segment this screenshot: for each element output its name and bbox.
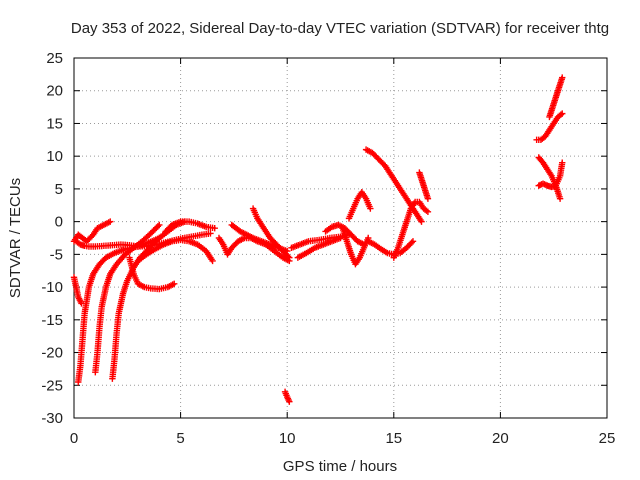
data-point xyxy=(147,230,154,237)
y-tick-label: 25 xyxy=(46,50,63,67)
data-point xyxy=(209,257,216,265)
y-tick-label: 20 xyxy=(46,83,63,100)
data-point xyxy=(284,253,292,260)
chart-title: Day 353 of 2022, Sidereal Day-to-day VTE… xyxy=(71,20,609,37)
data-point xyxy=(107,218,114,225)
x-tick-label: 0 xyxy=(70,430,78,447)
data-point xyxy=(207,230,214,237)
y-tick-label: 5 xyxy=(55,181,63,198)
data-point xyxy=(409,238,417,245)
data-points xyxy=(70,74,566,405)
data-point xyxy=(423,207,430,214)
y-tick-label: -30 xyxy=(41,410,63,427)
data-point xyxy=(148,228,156,236)
data-point xyxy=(286,254,293,261)
data-point xyxy=(171,280,178,288)
data-point xyxy=(559,74,566,81)
data-point xyxy=(559,110,566,117)
y-tick-label: 15 xyxy=(46,115,63,132)
data-point xyxy=(156,221,163,229)
y-tick-label: -5 xyxy=(50,246,63,263)
y-tick-label: -20 xyxy=(41,345,63,362)
data-point xyxy=(424,195,432,202)
data-point xyxy=(286,398,293,405)
x-tick-label: 15 xyxy=(385,430,402,447)
data-point xyxy=(559,159,566,166)
y-axis-label: SDTVAR / TECUs xyxy=(7,178,24,298)
data-point xyxy=(424,208,432,216)
data-point xyxy=(154,223,162,230)
x-tick-label: 20 xyxy=(492,430,509,447)
y-tick-label: 0 xyxy=(55,214,63,231)
data-point xyxy=(153,224,160,231)
data-point xyxy=(211,224,218,232)
data-point xyxy=(418,218,425,225)
data-point xyxy=(556,195,564,202)
x-tick-label: 10 xyxy=(279,430,296,447)
data-point xyxy=(151,225,159,233)
x-tick-label: 25 xyxy=(599,430,616,447)
data-point xyxy=(557,111,565,118)
y-tick-label: -10 xyxy=(41,279,63,296)
x-axis-label: GPS time / hours xyxy=(283,458,397,475)
axis-ticks: 0 5 10 15 20 25 -30 -25 -20 -15 -10 -5 0 5 10 15 20 25 xyxy=(41,50,615,447)
x-tick-label: 5 xyxy=(176,430,184,447)
y-tick-label: -15 xyxy=(41,312,63,329)
y-tick-label: -25 xyxy=(41,377,63,394)
data-point xyxy=(408,239,415,246)
data-point xyxy=(367,205,374,212)
data-point xyxy=(150,227,157,234)
y-tick-label: 10 xyxy=(46,148,63,165)
